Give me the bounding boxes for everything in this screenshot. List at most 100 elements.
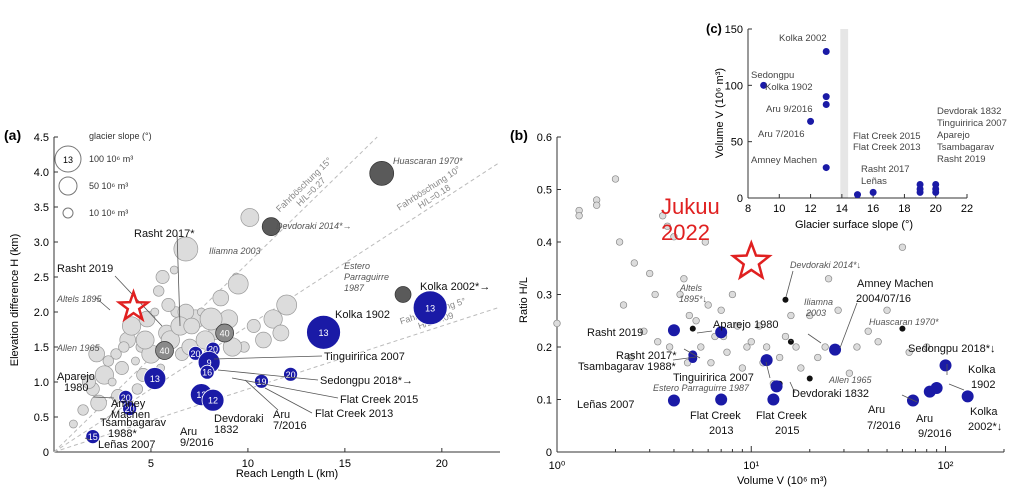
c-label-kolka1902: Kolka 1902 [765, 82, 813, 93]
b-background-point [692, 317, 700, 325]
b-label-huascaran: Huascaran 1970* [869, 317, 939, 327]
panel-a-chart: (a) Elevation difference H (km) Reach Le… [4, 127, 501, 480]
a-background-point [155, 270, 170, 284]
b-label-estero: Estero Parraguirre 1987 [653, 383, 750, 393]
b-label-aru7-b: 7/2016 [867, 420, 901, 432]
c-y-tick-label: 150 [725, 24, 743, 36]
b-label-devdoraki1832: Devdoraki 1832 [792, 388, 869, 400]
b-background-point [630, 259, 638, 267]
b-x-tick-label: 10¹ [743, 460, 759, 472]
c-x-axis-label: Glacier surface slope (°) [795, 219, 913, 231]
a-background-point [131, 383, 144, 395]
c-label-tsambagarav: Tsambagarav [937, 142, 994, 153]
b-background-point [627, 353, 635, 362]
b-label-aru9-b: 9/2016 [918, 428, 952, 440]
b-background-point [665, 343, 674, 351]
b-label-flatcreek2013-a: Flat Creek [690, 410, 741, 422]
a-label-tsambagarav-year: 1988* [108, 428, 137, 440]
b-background-points [553, 175, 931, 388]
b-blue-point [715, 326, 728, 339]
a-blue-point-slope: 16 [202, 368, 212, 378]
a-background-large-point [227, 273, 249, 295]
b-label-altels-1: Altels [679, 283, 703, 293]
legend-entry-100: 100 10⁶ m³ [89, 154, 133, 164]
a-background-point [88, 345, 105, 363]
legend-entry-10: 10 10⁶ m³ [89, 208, 128, 218]
b-background-point [792, 343, 800, 351]
a-y-tick-label: 1.0 [34, 377, 49, 389]
b-background-point [762, 343, 771, 351]
b-label-altels-2: 1895*↓ [679, 294, 707, 304]
b-background-point [728, 290, 737, 299]
b-background-point [883, 306, 891, 314]
a-label-lenas: Leñas 2007 [98, 439, 156, 451]
c-point [822, 164, 830, 172]
a-background-point [114, 361, 129, 375]
b-background-point [821, 343, 829, 351]
panel-a-label: (a) [4, 127, 21, 143]
b-black-point [806, 375, 813, 382]
a-x-tick-label: 10 [242, 458, 254, 470]
a-label-aru7-date: 7/2016 [273, 420, 307, 432]
c-label-kolka2002: Kolka 2002 [779, 33, 827, 44]
b-label-flatcreek2013-b: 2013 [709, 425, 733, 437]
b-background-point [659, 212, 667, 220]
a-label-parraguirre: Parraguirre [344, 272, 389, 282]
c-label-aru7: Aru 7/2016 [758, 129, 804, 140]
b-background-point [704, 301, 712, 309]
a-background-point [90, 394, 107, 412]
legend-title: glacier slope (°) [89, 131, 152, 141]
a-label-machen: Machen [111, 409, 150, 421]
a-x-axis-label: Reach Length L (km) [236, 468, 338, 480]
b-background-point [619, 301, 628, 309]
a-grey-point [261, 217, 281, 236]
a-label-sedongpu: Sedongpu 2018*→ [320, 375, 413, 387]
a-background-large-point [173, 236, 199, 262]
a-blue-point [306, 314, 341, 350]
a-blue-point-slope: 20 [191, 349, 201, 359]
c-label-rasht2017: Rasht 2017 [861, 164, 910, 175]
a-y-tick-label: 1.5 [34, 342, 49, 354]
a-background-point [150, 307, 160, 317]
b-star [729, 239, 773, 281]
b-background-point [707, 359, 715, 367]
a-background-point [246, 319, 261, 333]
a-label-altels: Altels 1895 [56, 294, 103, 304]
a-blue-point-slope: 20 [121, 393, 131, 403]
b-background-point [853, 343, 861, 351]
a-blue-point-slope: 13 [196, 390, 206, 400]
b-background-point [834, 306, 842, 314]
b-annotation-line2: 2022 [661, 220, 710, 245]
a-label-huascaran: Huascaran 1970* [393, 156, 463, 166]
b-label-amney-2: 2004/07/16 [856, 293, 911, 305]
a-grey-slope-label: 40 [220, 329, 230, 339]
c-label-amney: Amney Machen [751, 155, 817, 166]
b-background-point [781, 332, 790, 341]
a-reference-line [53, 306, 501, 453]
b-label-allen: Allen 1965 [828, 375, 873, 385]
b-background-point [553, 319, 561, 328]
b-label-tsambagarav: Tsambagarav 1988* [578, 361, 677, 373]
b-x-tick-label: 10⁰ [549, 460, 566, 472]
a-label-tinguiririca: Tinguiririca 2007 [324, 351, 405, 363]
b-background-point [670, 233, 678, 241]
panel-b-label: (b) [510, 127, 528, 143]
b-background-point [787, 311, 795, 320]
c-label-aru9: Aru 9/2016 [766, 104, 812, 115]
a-label-aru7: Aru [273, 409, 290, 421]
b-label-flatcreek2015-b: 2015 [775, 425, 799, 437]
c-x-tick-label: 22 [961, 203, 973, 215]
a-label-rasht2017: Rasht 2017* [134, 228, 195, 240]
b-background-point [717, 306, 725, 314]
a-y-tick-label: 4.5 [34, 132, 49, 144]
b-label-iliamna-1: Iliamna [804, 297, 833, 307]
panel-b-chart: (b) Ratio H/L Volume V (10⁶ m³) 00.10.20… [510, 127, 1005, 487]
b-black-point [782, 296, 789, 303]
b-background-point [905, 348, 913, 356]
a-label-allen: Allen 1965 [56, 343, 101, 353]
a-y-tick-label: 4.0 [34, 167, 49, 179]
b-background-point [898, 243, 907, 251]
b-blue-point [939, 359, 952, 372]
a-background-large-point [199, 307, 223, 331]
